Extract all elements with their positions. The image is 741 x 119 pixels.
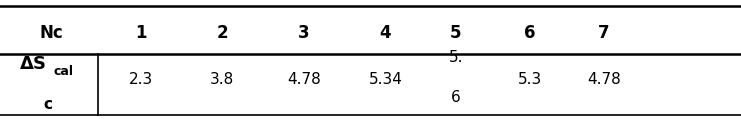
Text: 6: 6 — [524, 24, 536, 42]
Text: cal: cal — [53, 65, 73, 78]
Text: 4.78: 4.78 — [587, 72, 621, 87]
Text: 5: 5 — [450, 24, 462, 42]
Text: 1: 1 — [135, 24, 147, 42]
Text: 4: 4 — [379, 24, 391, 42]
Text: 3: 3 — [298, 24, 310, 42]
Text: 4.78: 4.78 — [287, 72, 321, 87]
Text: Nc: Nc — [40, 24, 64, 42]
Text: $\mathbf{\Delta S}$: $\mathbf{\Delta S}$ — [19, 55, 46, 73]
Text: 5.34: 5.34 — [368, 72, 402, 87]
Text: 7: 7 — [598, 24, 610, 42]
Text: 2: 2 — [216, 24, 228, 42]
Text: 5.3: 5.3 — [518, 72, 542, 87]
Text: 6: 6 — [451, 90, 461, 105]
Text: 5.: 5. — [448, 50, 463, 65]
Text: 3.8: 3.8 — [210, 72, 234, 87]
Text: c: c — [44, 97, 53, 112]
Text: 2.3: 2.3 — [129, 72, 153, 87]
